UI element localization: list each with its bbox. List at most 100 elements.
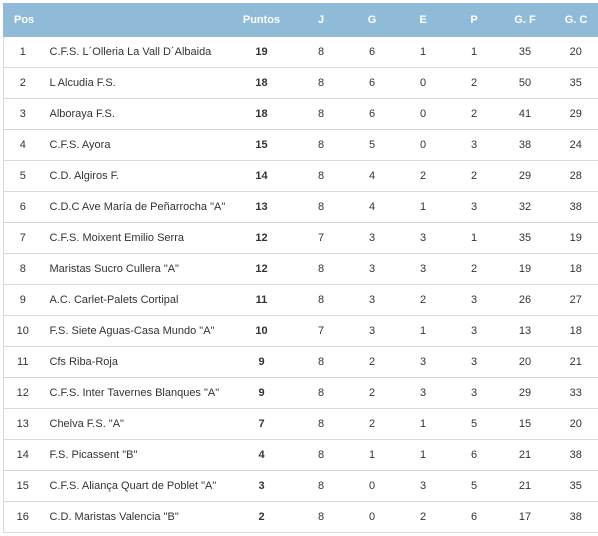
cell-points: 13 <box>227 191 296 223</box>
cell-lost: 6 <box>448 439 500 471</box>
cell-lost: 3 <box>448 129 500 161</box>
cell-pos: 6 <box>3 191 42 223</box>
cell-team: F.S. Picassent "B" <box>41 439 228 471</box>
cell-goals-for: 41 <box>499 98 551 130</box>
cell-played: 8 <box>295 160 347 192</box>
cell-team: C.F.S. Moixent Emilio Serra <box>41 222 228 254</box>
cell-goals-for: 15 <box>499 408 551 440</box>
cell-lost: 5 <box>448 408 500 440</box>
cell-won: 6 <box>346 67 398 99</box>
table-row: 10 F.S. Siete Aguas-Casa Mundo "A" 10 7 3 1 3 1… <box>3 315 598 347</box>
cell-team: Alboraya F.S. <box>41 98 228 130</box>
cell-team: C.D. Algiros F. <box>41 160 228 192</box>
cell-goals-against: 24 <box>550 129 598 161</box>
cell-drawn: 1 <box>397 36 449 68</box>
cell-points: 14 <box>227 160 296 192</box>
cell-goals-against: 27 <box>550 284 598 316</box>
cell-played: 8 <box>295 470 347 502</box>
cell-drawn: 1 <box>397 439 449 471</box>
cell-team: L Alcudia F.S. <box>41 67 228 99</box>
cell-drawn: 3 <box>397 222 449 254</box>
cell-goals-against: 38 <box>550 501 598 533</box>
header-goals-for: G. F <box>499 3 551 37</box>
cell-won: 4 <box>346 160 398 192</box>
cell-goals-for: 50 <box>499 67 551 99</box>
cell-lost: 6 <box>448 501 500 533</box>
table-row: 13 Chelva F.S. "A" 7 8 2 1 5 15 20 <box>3 408 598 440</box>
cell-points: 9 <box>227 346 296 378</box>
cell-played: 8 <box>295 36 347 68</box>
cell-points: 18 <box>227 98 296 130</box>
cell-goals-for: 20 <box>499 346 551 378</box>
cell-goals-for: 38 <box>499 129 551 161</box>
cell-drawn: 3 <box>397 470 449 502</box>
cell-goals-for: 21 <box>499 470 551 502</box>
cell-drawn: 1 <box>397 408 449 440</box>
table-row: 14 F.S. Picassent "B" 4 8 1 1 6 21 38 <box>3 439 598 471</box>
table-row: 8 Maristas Sucro Cullera "A" 12 8 3 3 2 19 18 <box>3 253 598 285</box>
cell-drawn: 1 <box>397 191 449 223</box>
cell-points: 18 <box>227 67 296 99</box>
cell-team: C.F.S. Ayora <box>41 129 228 161</box>
cell-team: C.F.S. L´Olleria La Vall D´Albaida <box>41 36 228 68</box>
table-row: 9 A.C. Carlet-Palets Cortipal 11 8 3 2 3 26 27 <box>3 284 598 316</box>
cell-lost: 5 <box>448 470 500 502</box>
cell-played: 8 <box>295 408 347 440</box>
cell-pos: 13 <box>3 408 42 440</box>
table-row: 5 C.D. Algiros F. 14 8 4 2 2 29 28 <box>3 160 598 192</box>
cell-pos: 7 <box>3 222 42 254</box>
standings-table: Pos Puntos J G E P G. F G. C 1 C.F.S. L´O… <box>3 3 598 533</box>
cell-pos: 2 <box>3 67 42 99</box>
cell-won: 3 <box>346 284 398 316</box>
cell-team: C.F.S. Aliança Quart de Poblet "A" <box>41 470 228 502</box>
cell-played: 8 <box>295 501 347 533</box>
cell-lost: 1 <box>448 222 500 254</box>
cell-drawn: 0 <box>397 98 449 130</box>
cell-goals-for: 19 <box>499 253 551 285</box>
cell-lost: 3 <box>448 346 500 378</box>
cell-won: 2 <box>346 408 398 440</box>
cell-goals-against: 20 <box>550 36 598 68</box>
cell-goals-against: 21 <box>550 346 598 378</box>
cell-lost: 3 <box>448 315 500 347</box>
cell-team: C.F.S. Inter Tavernes Blanques "A" <box>41 377 228 409</box>
cell-pos: 5 <box>3 160 42 192</box>
cell-lost: 3 <box>448 377 500 409</box>
cell-team: A.C. Carlet-Palets Cortipal <box>41 284 228 316</box>
cell-pos: 1 <box>3 36 42 68</box>
cell-points: 15 <box>227 129 296 161</box>
cell-points: 10 <box>227 315 296 347</box>
cell-points: 12 <box>227 222 296 254</box>
table-row: 11 Cfs Riba-Roja 9 8 2 3 3 20 21 <box>3 346 598 378</box>
cell-played: 8 <box>295 346 347 378</box>
cell-goals-for: 17 <box>499 501 551 533</box>
header-played: J <box>295 3 347 37</box>
cell-goals-against: 29 <box>550 98 598 130</box>
cell-drawn: 3 <box>397 377 449 409</box>
cell-won: 6 <box>346 36 398 68</box>
cell-lost: 2 <box>448 67 500 99</box>
cell-played: 8 <box>295 377 347 409</box>
cell-points: 3 <box>227 470 296 502</box>
table-row: 6 C.D.C Ave María de Peñarrocha "A" 13 8 4 1 3… <box>3 191 598 223</box>
cell-goals-for: 29 <box>499 160 551 192</box>
header-points: Puntos <box>227 3 296 37</box>
cell-lost: 2 <box>448 98 500 130</box>
cell-goals-against: 18 <box>550 253 598 285</box>
cell-points: 2 <box>227 501 296 533</box>
cell-won: 4 <box>346 191 398 223</box>
cell-pos: 16 <box>3 501 42 533</box>
cell-won: 3 <box>346 222 398 254</box>
cell-played: 8 <box>295 284 347 316</box>
cell-drawn: 3 <box>397 253 449 285</box>
cell-pos: 3 <box>3 98 42 130</box>
cell-pos: 9 <box>3 284 42 316</box>
cell-drawn: 2 <box>397 284 449 316</box>
header-lost: P <box>448 3 500 37</box>
cell-pos: 4 <box>3 129 42 161</box>
header-goals-against: G. C <box>550 3 598 37</box>
cell-won: 3 <box>346 315 398 347</box>
cell-goals-against: 35 <box>550 67 598 99</box>
header-row: Pos Puntos J G E P G. F G. C <box>3 3 598 37</box>
